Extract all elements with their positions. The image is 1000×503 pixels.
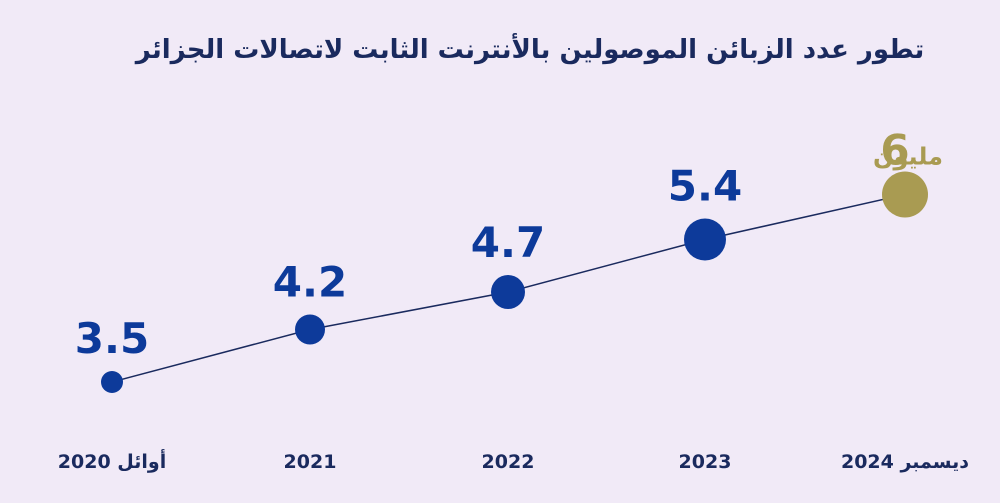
data-label: 4.2 <box>273 258 347 307</box>
x-tick-label: 2022 <box>482 451 535 473</box>
data-point <box>491 275 525 309</box>
data-point <box>882 171 928 218</box>
data-label: 5.4 <box>668 162 742 211</box>
chart-title: تطور عدد الزبائن الموصولين بالأنترنت الث… <box>134 33 924 65</box>
x-tick-label: 2021 <box>284 451 337 473</box>
data-point <box>295 314 325 345</box>
unit-label: مليون <box>873 143 943 171</box>
data-label: 6 <box>880 126 909 175</box>
x-tick-label: ديسمبر 2024 <box>841 451 969 473</box>
x-tick-label: أوائل 2020 <box>58 449 166 473</box>
x-tick-label: 2023 <box>679 451 732 473</box>
data-label: 4.7 <box>471 218 545 267</box>
plot-area: 3.5 أوائل 2020 4.2 2021 4.7 2022 5.4 2023 6مليون… <box>58 126 969 474</box>
data-point <box>684 218 726 261</box>
data-point <box>101 371 123 393</box>
data-label: 3.5 <box>75 314 149 363</box>
